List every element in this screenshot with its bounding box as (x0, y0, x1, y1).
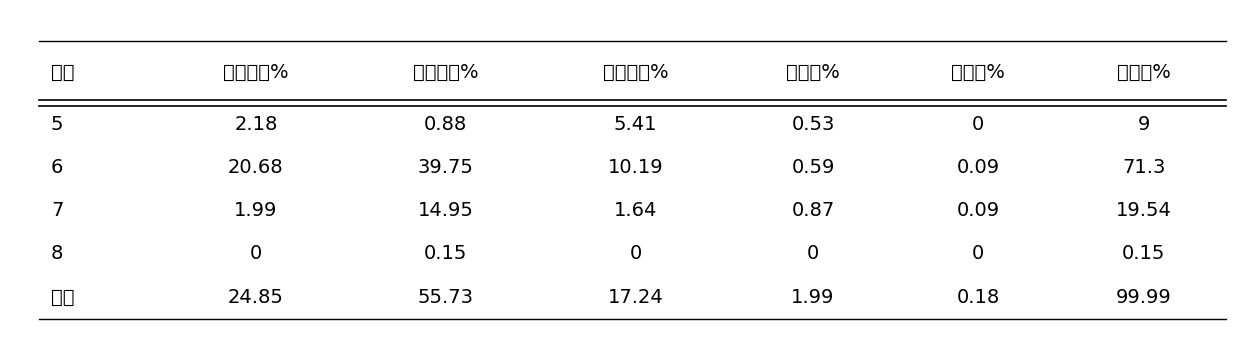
Text: 9: 9 (1137, 115, 1149, 134)
Text: 14.95: 14.95 (418, 201, 474, 220)
Text: 1.99: 1.99 (791, 288, 835, 307)
Text: 17.24: 17.24 (608, 288, 663, 307)
Text: 0.09: 0.09 (957, 201, 999, 220)
Text: 0: 0 (807, 244, 820, 264)
Text: 0.53: 0.53 (791, 115, 835, 134)
Text: 5.41: 5.41 (614, 115, 657, 134)
Text: 6: 6 (51, 158, 63, 177)
Text: 正烷烃，%: 正烷烃，% (223, 62, 289, 82)
Text: 8: 8 (51, 244, 63, 264)
Text: 1.64: 1.64 (614, 201, 657, 220)
Text: 24.85: 24.85 (228, 288, 284, 307)
Text: 55.73: 55.73 (418, 288, 474, 307)
Text: 5: 5 (51, 115, 63, 134)
Text: 芳烃，%: 芳烃，% (951, 62, 1006, 82)
Text: 0.15: 0.15 (424, 244, 467, 264)
Text: 0: 0 (972, 244, 985, 264)
Text: 19.54: 19.54 (1116, 201, 1172, 220)
Text: 0.88: 0.88 (424, 115, 467, 134)
Text: 10.19: 10.19 (608, 158, 663, 177)
Text: 71.3: 71.3 (1122, 158, 1166, 177)
Text: 环烷烃，%: 环烷烃，% (603, 62, 668, 82)
Text: 99.99: 99.99 (1116, 288, 1172, 307)
Text: 异烷烃，%: 异烷烃，% (413, 62, 479, 82)
Text: 1.99: 1.99 (234, 201, 278, 220)
Text: 0.09: 0.09 (957, 158, 999, 177)
Text: 碳数: 碳数 (51, 62, 74, 82)
Text: 0: 0 (972, 115, 985, 134)
Text: 0.15: 0.15 (1122, 244, 1166, 264)
Text: 烯烃，%: 烯烃，% (786, 62, 839, 82)
Text: 2.18: 2.18 (234, 115, 278, 134)
Text: 累计: 累计 (51, 288, 74, 307)
Text: 0.59: 0.59 (791, 158, 835, 177)
Text: 20.68: 20.68 (228, 158, 284, 177)
Text: 7: 7 (51, 201, 63, 220)
Text: 0.18: 0.18 (956, 288, 999, 307)
Text: 0: 0 (630, 244, 641, 264)
Text: 0.87: 0.87 (791, 201, 835, 220)
Text: 小计，%: 小计，% (1117, 62, 1171, 82)
Text: 39.75: 39.75 (418, 158, 474, 177)
Text: 0: 0 (249, 244, 262, 264)
